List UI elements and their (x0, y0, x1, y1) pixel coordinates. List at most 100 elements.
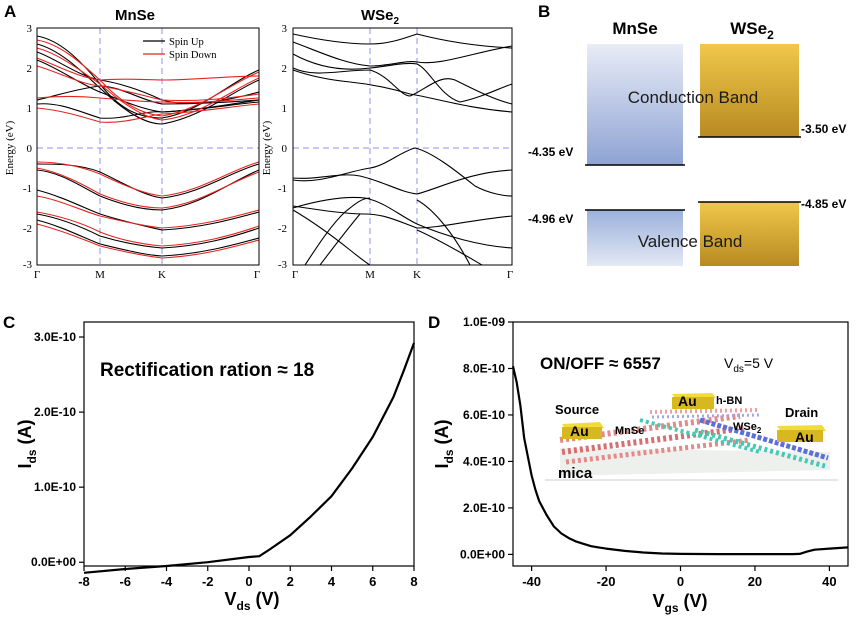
wse2-yticks: 3 2 1 0 -1 -2 -3 (278, 23, 288, 271)
panel-b-letter: B (538, 2, 550, 21)
conduction-band-label: Conduction Band (628, 88, 758, 107)
inset-mnse-label: MnSe (615, 425, 644, 437)
panel-c-ytick-label: 1.0E-10 (34, 480, 76, 494)
panel-c-ylabel: Ids (A) (15, 419, 39, 468)
wse2-cb-value: -3.50 eV (801, 122, 846, 136)
mnse-ytick-1: 1 (27, 103, 33, 115)
panel-d-letter: D (428, 313, 440, 332)
mnse-legend: Spin Up Spin Down (143, 37, 217, 61)
mnse-vb-value: -4.96 eV (528, 212, 573, 226)
mnse-guides (37, 28, 259, 265)
panel-d-ytick-label: 1.0E-09 (463, 315, 505, 329)
mnse-ylabel: Energy (eV) (4, 120, 16, 175)
mnse-yticks: 3 2 1 0 -1 -2 -3 (23, 23, 33, 271)
wse2-band-plot: Energy (eV) 3 2 1 0 - (261, 23, 513, 281)
mnse-xtick-k: K (158, 269, 166, 281)
wse2-xtick-gamma1: Γ (292, 269, 298, 281)
panel-d-ytick-label: 6.0E-10 (463, 408, 505, 422)
panel-d-xtick-label: -40 (522, 574, 541, 589)
panel-c-xtick-label: 8 (410, 574, 417, 589)
panel-d-ytick-label: 8.0E-10 (463, 361, 505, 375)
mnse-ytick-m1: -1 (23, 183, 32, 195)
mnse-spin-down-bands (36, 39, 260, 259)
mnse-band-plot: Energy (eV) (4, 23, 260, 281)
onoff-annotation: ON/OFF ≈ 6557 (540, 354, 661, 373)
inset-drain-au: Au (795, 429, 814, 445)
rectification-annotation: Rectification ration ≈ 18 (100, 360, 314, 381)
wse2-ytick-m1: -1 (278, 183, 287, 195)
panel-c-frame (83, 321, 415, 567)
top-electrode (672, 393, 716, 409)
wse2-xtick-gamma2: Γ (507, 269, 513, 281)
hbn-lattice (649, 408, 761, 419)
wse2-ytick-m3: -3 (278, 259, 288, 271)
panel-d-xtick-label: 20 (748, 574, 762, 589)
device-inset: Source Drain Au Au Au h-BN MnSe WSe2 mic… (545, 393, 838, 482)
panel-d-ytick-label: 4.0E-10 (463, 454, 505, 468)
mnse-xtick-gamma1: Γ (34, 269, 40, 281)
mnse-frame (36, 27, 260, 266)
wse2-ytick-0: 0 (282, 143, 288, 155)
wse2-ytick-2: 2 (282, 63, 288, 75)
wse2-xtick-k: K (413, 269, 421, 281)
wse2-bands (292, 33, 513, 266)
legend-spin-down-label: Spin Down (169, 50, 217, 61)
inset-source-label: Source (555, 402, 599, 417)
mnse-band-title: MnSe (115, 7, 155, 24)
inset-top-au: Au (678, 393, 697, 409)
panel-d-series-line (511, 365, 849, 556)
drain-electrode (777, 425, 826, 442)
wse2-ytick-3: 3 (282, 23, 288, 35)
mnse-ytick-m2: -2 (23, 223, 32, 235)
wse2-ytick-m2: -2 (278, 223, 287, 235)
panel-c-xtick-label: -6 (119, 574, 131, 589)
panel-c-xtick-label: 0 (245, 574, 252, 589)
wse2-xtick-m: M (365, 269, 375, 281)
panel-c-ytick-label: 2.0E-10 (34, 405, 76, 419)
mnse-xticks: Γ M K Γ (34, 269, 260, 281)
mnse-ytick-0: 0 (27, 143, 33, 155)
panel-c-xtick-label: -4 (161, 574, 173, 589)
wse2-conduction-block (700, 44, 799, 137)
panel-c-xlabel: Vds (V) (224, 589, 279, 613)
panel-d-xtick-label: 40 (822, 574, 836, 589)
panel-c-series-line (83, 342, 416, 574)
panel-c-xtick-label: 6 (369, 574, 376, 589)
panel-c-chart: C Rectification ration ≈ 18 Ids (A) Vds … (3, 313, 418, 613)
inset-hbn-label: h-BN (716, 395, 742, 407)
band-mnse-label: MnSe (612, 19, 657, 38)
panel-c-ytick-label: 3.0E-10 (34, 330, 76, 344)
panel-d-ytick-label: 2.0E-10 (463, 501, 505, 515)
mnse-ytick-3: 3 (27, 23, 33, 35)
wse2-frame (292, 27, 513, 266)
vds-condition: Vds=5 V (724, 355, 774, 375)
panel-c-xtick-label: -8 (78, 574, 90, 589)
mnse-conduction-block (587, 44, 683, 165)
panel-d-ytick-label: 0.0E+00 (460, 547, 505, 561)
mnse-xtick-gamma2: Γ (254, 269, 260, 281)
panel-c-xtick-label: 2 (287, 574, 294, 589)
mnse-ytick-m3: -3 (23, 259, 33, 271)
wse2-vb-value: -4.85 eV (801, 197, 846, 211)
panel-a-letter: A (4, 2, 16, 21)
inset-mica-label: mica (558, 465, 593, 482)
valence-band-label: Valence Band (638, 232, 743, 251)
panel-d-xtick-label: -20 (597, 574, 616, 589)
panel-c-letter: C (3, 313, 15, 332)
wse2-xticks: Γ M K Γ (292, 269, 513, 281)
wse2-lattice (639, 417, 829, 469)
panel-d-chart: D ON/OFF ≈ 6557 Vds=5 V Ids (A) Vgs (V) (428, 313, 849, 615)
panel-c-xtick-label: -2 (202, 574, 214, 589)
inset-source-au: Au (570, 423, 589, 439)
panel-d-ylabel: Ids (A) (432, 419, 456, 468)
source-electrode (562, 422, 604, 439)
panel-c-ytick-label: 0.0E+00 (31, 555, 76, 569)
inset-wse2-label: WSe2 (733, 421, 762, 435)
panel-c-xtick-label: 4 (328, 574, 336, 589)
mnse-spin-up-bands (36, 35, 260, 257)
panel-d-xlabel: Vgs (V) (652, 591, 707, 615)
inset-drain-label: Drain (785, 405, 818, 420)
band-wse2-label: WSe2 (730, 19, 774, 42)
mnse-cb-value: -4.35 eV (528, 145, 573, 159)
